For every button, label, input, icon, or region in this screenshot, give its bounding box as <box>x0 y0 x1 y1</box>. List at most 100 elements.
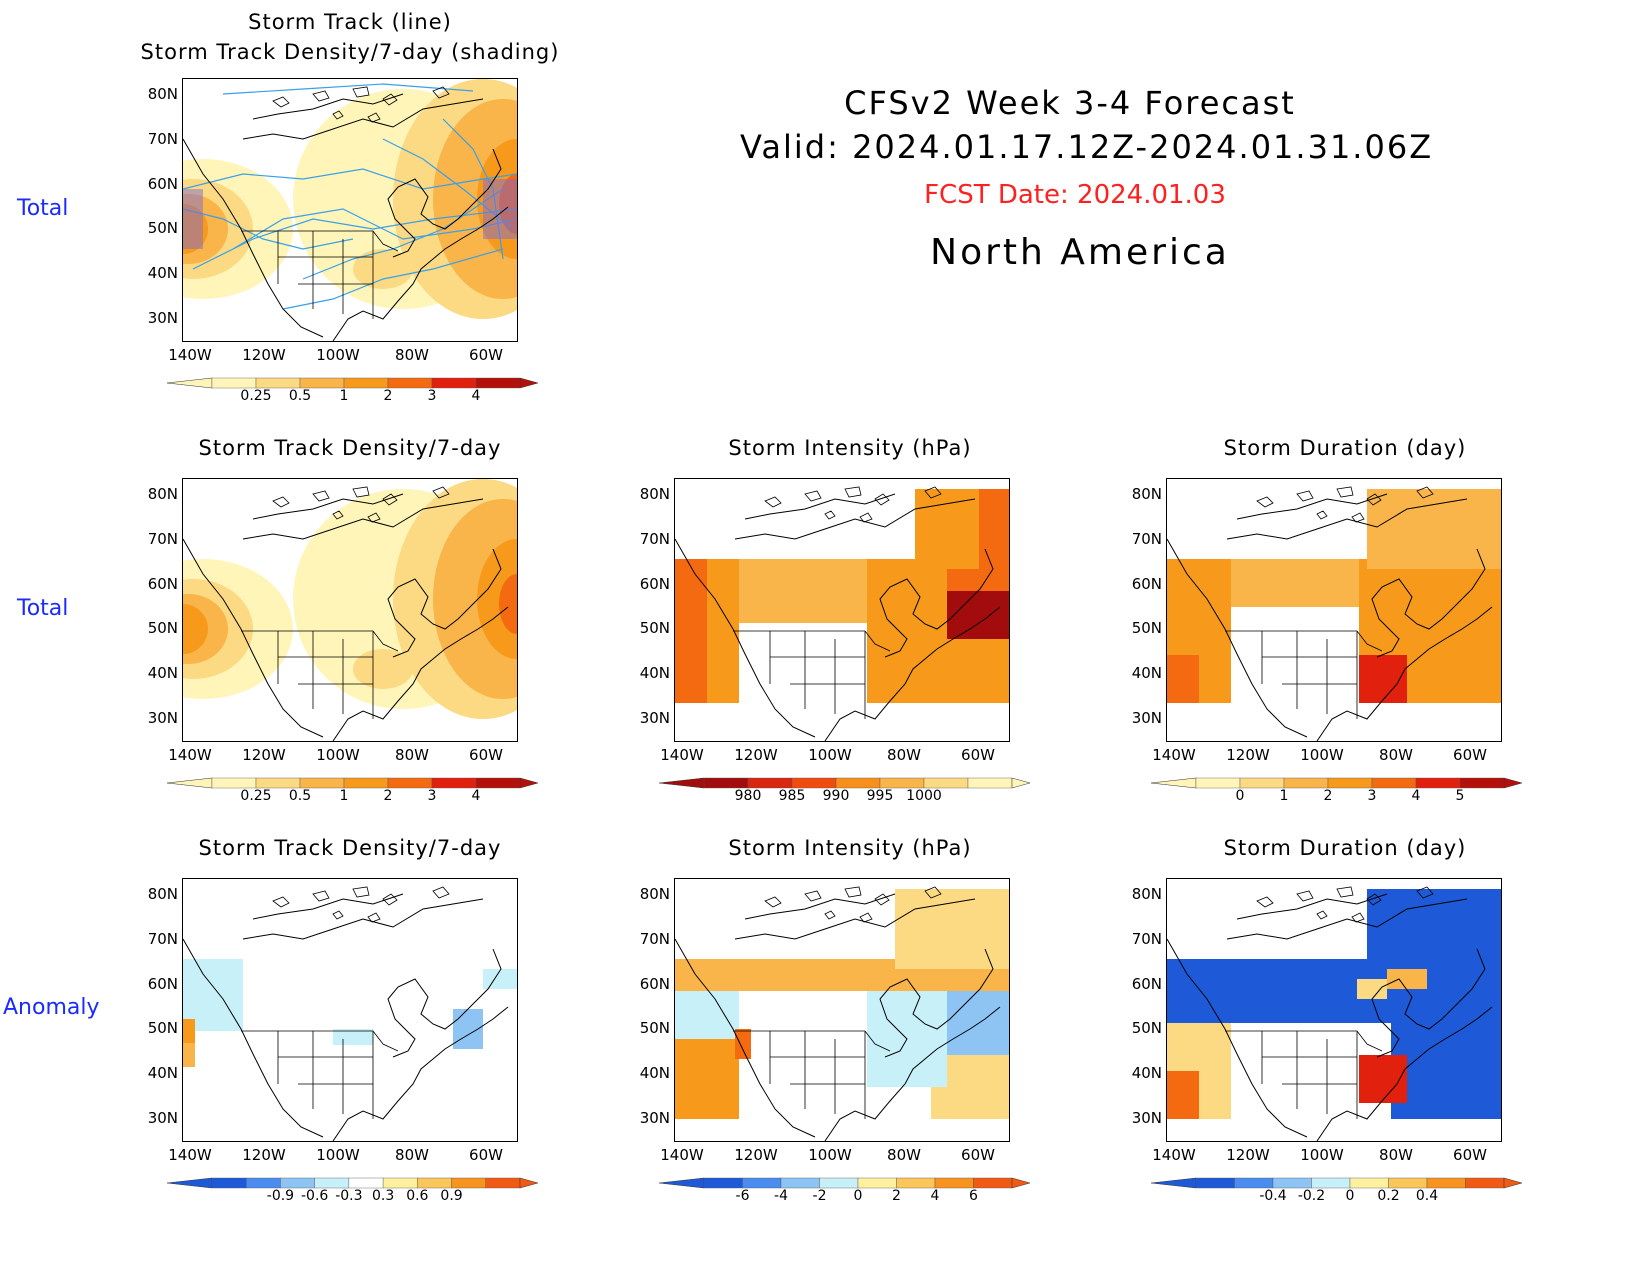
colorbar-label: 0.3 <box>371 1188 395 1204</box>
shading-cell <box>1423 1007 1439 1023</box>
shading-cell <box>691 1103 707 1119</box>
shading-cell <box>675 671 691 687</box>
shading-cell <box>1183 623 1199 639</box>
shading-cell <box>1423 671 1439 687</box>
shading-cell <box>979 1007 995 1023</box>
lon-tick-label: 60W <box>1453 1146 1487 1164</box>
shading-cell <box>867 959 883 975</box>
shading-cell <box>787 575 803 591</box>
shading-cell <box>947 591 963 607</box>
shading-cell <box>947 1087 963 1103</box>
shading-cell <box>1263 575 1279 591</box>
shading-cell <box>787 591 803 607</box>
shading-cell <box>911 889 927 905</box>
shading-cell <box>1447 553 1463 569</box>
shading-cell <box>947 639 963 655</box>
colorbar-label: 5 <box>1455 788 1465 804</box>
shading-cell <box>963 671 979 687</box>
shading-cell <box>771 959 787 975</box>
shading-cell <box>979 505 995 521</box>
shading-cell <box>991 921 1007 937</box>
shading-cell <box>835 959 851 975</box>
shading-cell <box>1431 921 1447 937</box>
shading-cell <box>739 959 755 975</box>
shading-cell <box>1463 553 1479 569</box>
shading-cell <box>1007 953 1009 969</box>
shading-cell <box>931 1103 947 1119</box>
shading-cell <box>851 559 867 575</box>
shading-cell <box>755 959 771 975</box>
shading-cell <box>931 671 947 687</box>
shading-cell <box>1007 937 1009 953</box>
storm-track-line <box>183 208 354 250</box>
shading-cell <box>803 559 819 575</box>
shading-cell <box>1415 553 1431 569</box>
shading-cell <box>1295 991 1311 1007</box>
lon-tick-label: 100W <box>316 346 360 364</box>
shading-cell <box>755 575 771 591</box>
shading-cell <box>1007 905 1009 921</box>
colorbar-swatch <box>780 1177 820 1189</box>
lon-tick-label: 120W <box>242 1146 286 1164</box>
colorbar-label: 1 <box>339 788 349 804</box>
colorbar-label: -4 <box>774 1188 788 1204</box>
shading-cell <box>1215 591 1231 607</box>
shading-cell <box>195 971 207 983</box>
shading-cell <box>1463 505 1479 521</box>
shading-cell <box>1487 975 1501 991</box>
colorbar-swatch <box>835 777 881 789</box>
lon-tick-label: 100W <box>808 746 852 764</box>
shading-cell <box>947 687 963 703</box>
colorbar-intensity-anom <box>658 1177 1031 1189</box>
shading-cell <box>1415 905 1431 921</box>
shading-cell <box>483 969 517 989</box>
lat-tick-label: 50N <box>147 1019 178 1037</box>
shading-cell <box>1479 921 1495 937</box>
shading-cell <box>947 623 963 639</box>
shading-cell <box>195 1007 207 1019</box>
shading-cell <box>691 655 707 671</box>
shading-cell <box>707 671 723 687</box>
shading-cell <box>1439 991 1455 1007</box>
shading-cell <box>1471 1007 1487 1023</box>
shading-cell <box>867 1039 883 1055</box>
shading-cell <box>1447 505 1463 521</box>
shading-cell <box>1391 1071 1407 1087</box>
colorbar-label: 1 <box>1279 788 1289 804</box>
shading-cell <box>995 575 1009 591</box>
shading-cell <box>1487 607 1501 623</box>
shading-cell <box>947 607 963 623</box>
map-svg <box>183 479 517 741</box>
shading-cell <box>1423 623 1439 639</box>
shading-cell <box>1447 937 1463 953</box>
shading-cell <box>707 607 723 623</box>
colorbar-swatch <box>211 1177 247 1189</box>
shading-cell <box>1167 975 1183 991</box>
lon-tick-label: 140W <box>168 746 212 764</box>
shading-cell <box>739 559 755 575</box>
shading-cell <box>975 905 991 921</box>
shading-cell <box>963 553 979 569</box>
shading-cell <box>691 687 707 703</box>
map-svg <box>675 886 1009 1141</box>
shading-cell <box>1279 959 1295 975</box>
shading-cell <box>691 1039 707 1055</box>
shading-cell <box>1263 975 1279 991</box>
shading-cell <box>1391 591 1407 607</box>
shading-cell <box>915 1055 931 1071</box>
shading-cell <box>1183 607 1199 623</box>
shading-cell <box>1327 559 1343 575</box>
shading-cell <box>931 687 947 703</box>
shading-cell <box>1439 607 1455 623</box>
state-borders <box>733 630 891 719</box>
shading-cell <box>1215 687 1231 703</box>
shading-cell <box>1295 1007 1311 1023</box>
shading-cell <box>1279 1007 1295 1023</box>
shading-cell <box>1495 953 1501 969</box>
colorbar-swatch <box>1459 777 1505 789</box>
colorbar-label: 985 <box>778 788 806 804</box>
shading-cell <box>803 975 819 991</box>
shading-cell <box>1231 959 1247 975</box>
shading-cell <box>867 1023 883 1039</box>
shading-cell <box>1199 575 1215 591</box>
